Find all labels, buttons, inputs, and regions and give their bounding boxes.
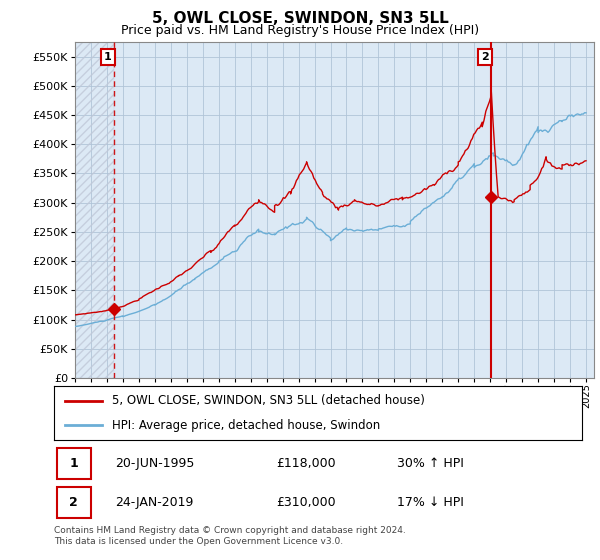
Text: 5, OWL CLOSE, SWINDON, SN3 5LL (detached house): 5, OWL CLOSE, SWINDON, SN3 5LL (detached… <box>112 394 425 407</box>
Text: HPI: Average price, detached house, Swindon: HPI: Average price, detached house, Swin… <box>112 419 380 432</box>
Text: 2: 2 <box>481 52 489 62</box>
Text: £310,000: £310,000 <box>276 496 335 509</box>
Text: 20-JUN-1995: 20-JUN-1995 <box>115 457 194 470</box>
Text: 2: 2 <box>69 496 78 509</box>
Text: 17% ↓ HPI: 17% ↓ HPI <box>397 496 464 509</box>
Bar <box>75 42 115 378</box>
FancyBboxPatch shape <box>56 487 91 518</box>
Text: Contains HM Land Registry data © Crown copyright and database right 2024.
This d: Contains HM Land Registry data © Crown c… <box>54 526 406 546</box>
FancyBboxPatch shape <box>56 448 91 479</box>
Text: Price paid vs. HM Land Registry's House Price Index (HPI): Price paid vs. HM Land Registry's House … <box>121 24 479 36</box>
Text: £118,000: £118,000 <box>276 457 335 470</box>
Text: 1: 1 <box>69 457 78 470</box>
Text: 24-JAN-2019: 24-JAN-2019 <box>115 496 193 509</box>
Text: 30% ↑ HPI: 30% ↑ HPI <box>397 457 464 470</box>
Text: 1: 1 <box>104 52 112 62</box>
Text: 5, OWL CLOSE, SWINDON, SN3 5LL: 5, OWL CLOSE, SWINDON, SN3 5LL <box>152 11 448 26</box>
